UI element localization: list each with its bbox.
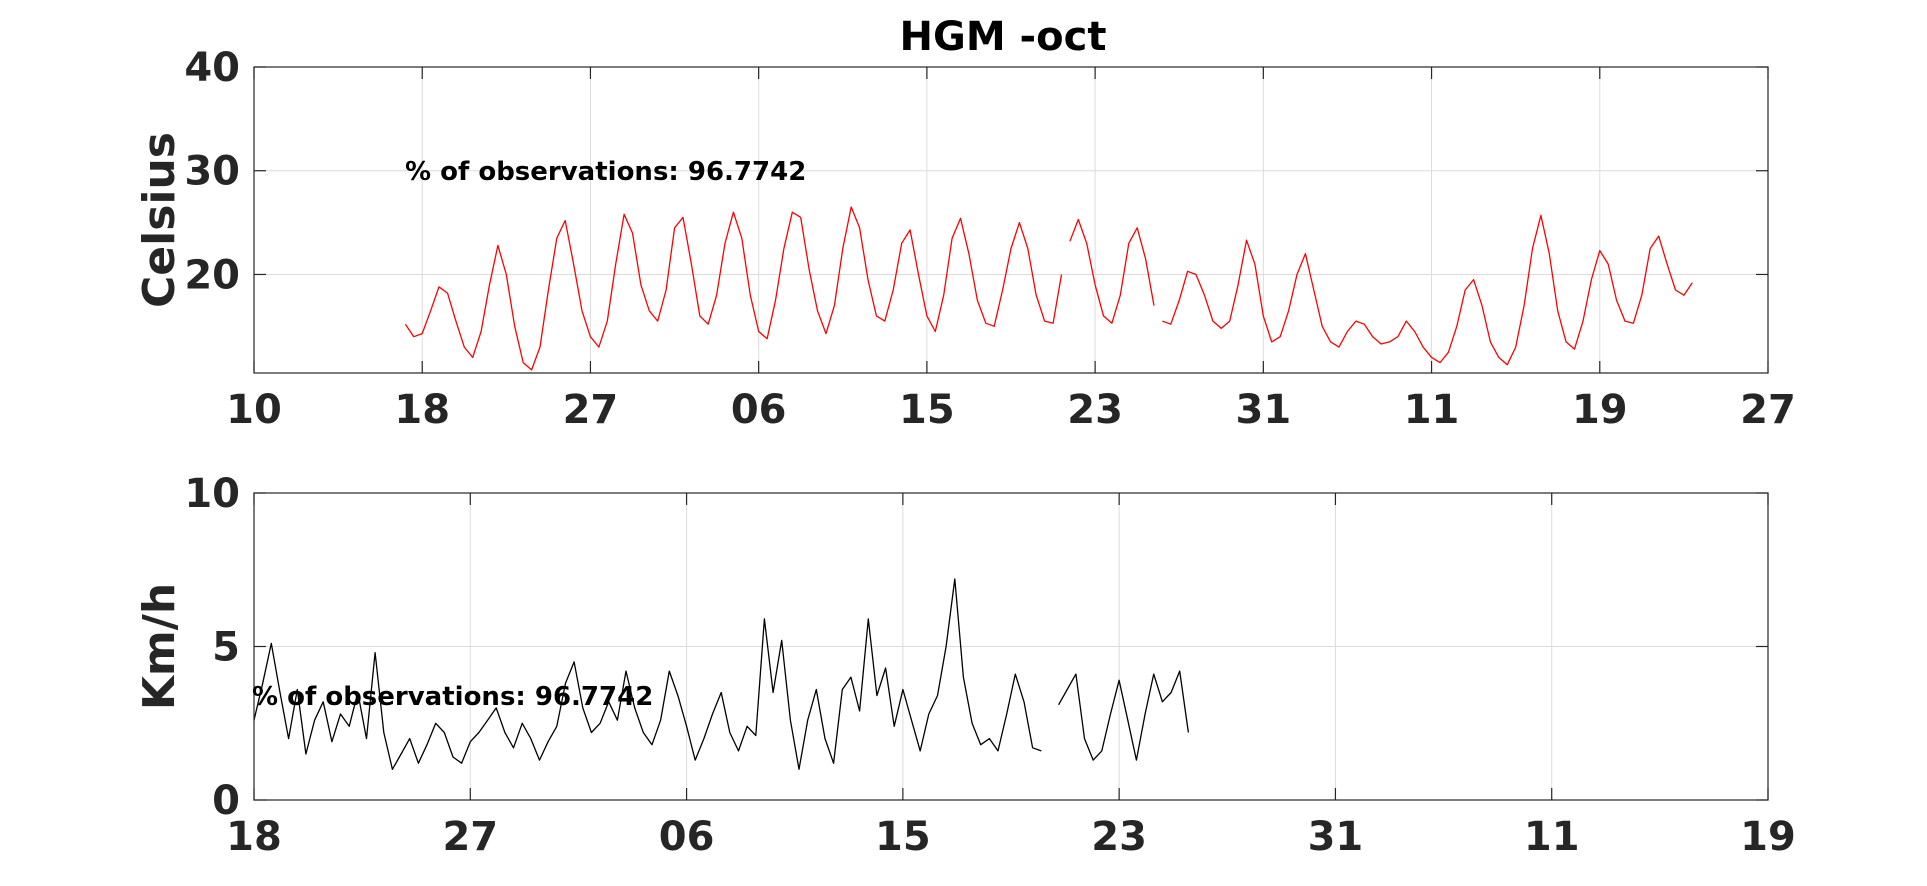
y-tick-label: 30 (184, 149, 240, 195)
observations-annotation: % of observations: 96.7742 (252, 682, 653, 712)
y-tick-label: 10 (184, 471, 240, 517)
y-axis-label: Celsius (134, 132, 185, 308)
y-tick-label: 0 (212, 778, 240, 824)
y-tick-label: 5 (212, 625, 240, 671)
wind-speed-panel: 18 27 06 15 23 31 11 19 0 5 10 Km/h % of observation… (134, 471, 1796, 860)
x-tick-label: 06 (731, 387, 787, 433)
x-tick-label: 19 (1572, 387, 1628, 433)
series-line-segment (1069, 218, 1155, 324)
x-tick-label: 06 (659, 814, 715, 860)
x-tick-label: 15 (875, 814, 931, 860)
chart-title: HGM -oct (900, 14, 1107, 60)
temperature-panel: 10 18 27 06 15 23 31 11 19 27 20 30 40 Celsius % of ob… (134, 45, 1796, 433)
y-tick-label: 40 (184, 45, 240, 91)
x-tick-label: 31 (1308, 814, 1364, 860)
x-tick-label: 27 (563, 387, 619, 433)
series-line-segment (404, 206, 1063, 371)
x-tick-label: 15 (899, 387, 955, 433)
x-tick-label: 18 (226, 814, 282, 860)
series-line-segment (1058, 670, 1190, 761)
x-tick-label: 11 (1524, 814, 1580, 860)
x-tick-label: 23 (1091, 814, 1147, 860)
x-tick-label: 23 (1067, 387, 1123, 433)
plot-frame (253, 66, 1769, 374)
y-axis-label: Km/h (134, 583, 185, 710)
x-tick-label: 19 (1740, 814, 1796, 860)
observations-annotation: % of observations: 96.7742 (405, 157, 806, 187)
x-tick-label: 31 (1235, 387, 1291, 433)
series-line-segment (1162, 214, 1693, 366)
x-tick-label: 10 (226, 387, 282, 433)
x-tick-label: 27 (1740, 387, 1796, 433)
x-tick-label: 18 (394, 387, 450, 433)
series-line-segment (253, 578, 1042, 770)
x-tick-label: 11 (1404, 387, 1460, 433)
x-tick-label: 27 (442, 814, 498, 860)
y-tick-label: 20 (184, 252, 240, 298)
